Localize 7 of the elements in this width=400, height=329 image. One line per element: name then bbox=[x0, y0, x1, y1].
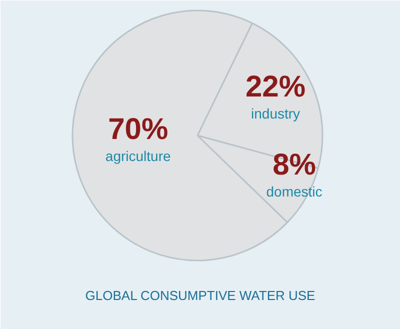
text: GLOBAL CONSUMPTIVE WATER USE bbox=[85, 288, 316, 303]
slice-label: domestic bbox=[266, 184, 322, 200]
data-label: 22% bbox=[246, 70, 306, 104]
slice-label: industry bbox=[251, 106, 300, 122]
slice-label: agriculture bbox=[105, 148, 171, 164]
data-label: 8% bbox=[272, 148, 316, 182]
data-label: 70% bbox=[108, 113, 168, 146]
